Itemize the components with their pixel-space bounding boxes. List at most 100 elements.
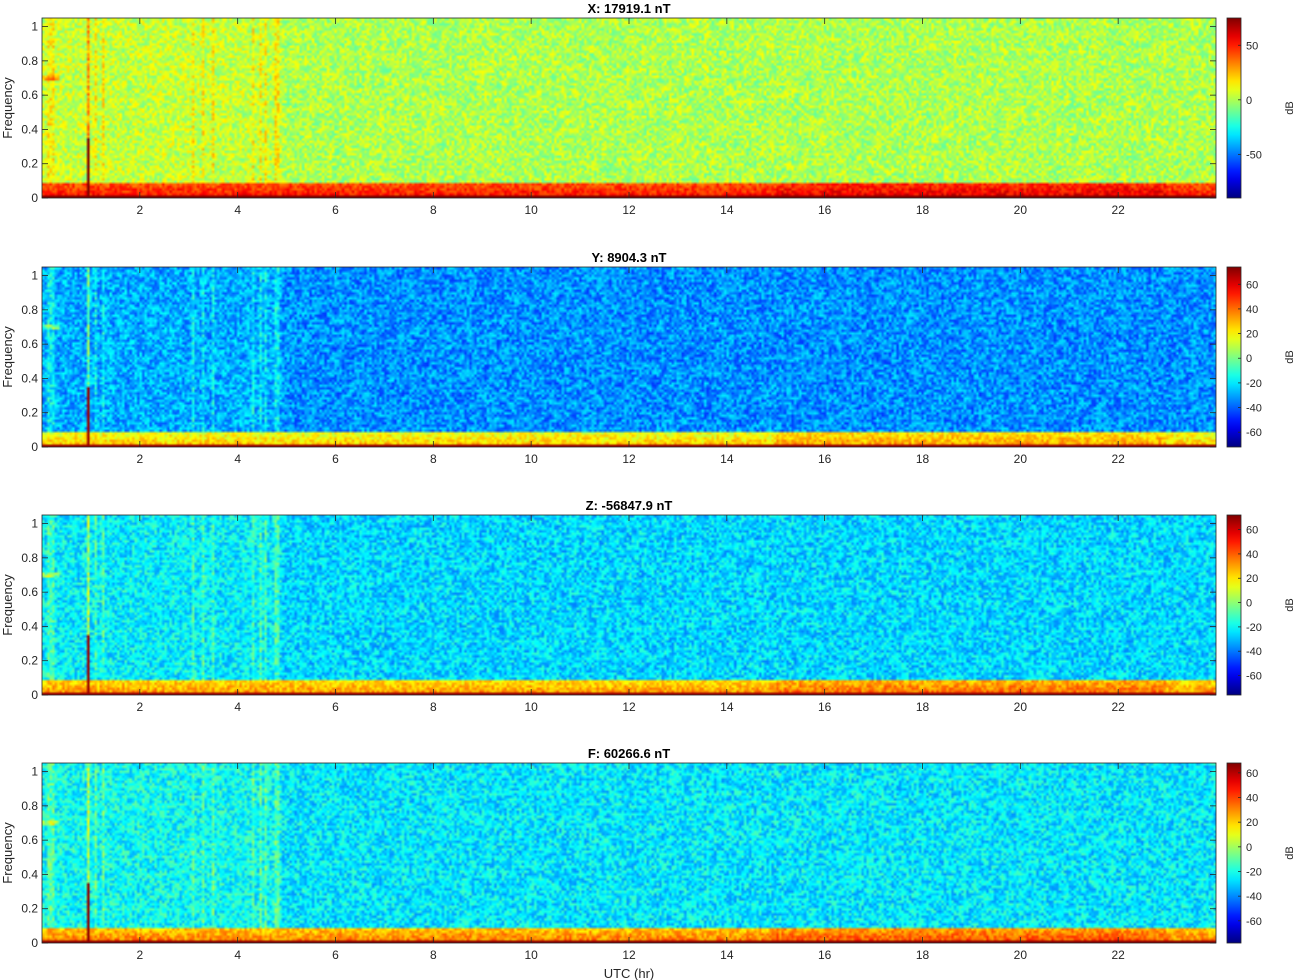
y-tick-label: 0.2 — [21, 902, 38, 916]
x-tick-label: 6 — [332, 700, 339, 714]
colorbar-label: dB — [1284, 101, 1296, 114]
x-tick-label: 8 — [430, 203, 437, 217]
x-tick-label: 12 — [622, 700, 636, 714]
spectrogram-panel: Z: -56847.9 nT2 4 6 8 10 12 14 16 18 20 2200.20.40… — [0, 498, 1296, 714]
panel-title: F: 60266.6 nT — [588, 746, 670, 761]
x-tick-label: 22 — [1111, 700, 1125, 714]
colorbar-tick-label: 0 — [1246, 95, 1252, 107]
y-tick-label: 0.2 — [21, 157, 38, 171]
y-tick-label: 0.4 — [21, 867, 38, 881]
x-tick-label: 16 — [818, 452, 832, 466]
y-tick-label: 1 — [31, 20, 38, 34]
x-tick-label: 4 — [234, 452, 241, 466]
spectrogram-image — [42, 763, 1216, 943]
colorbar-tick-label: 20 — [1246, 573, 1258, 585]
colorbar-tick-label: -20 — [1246, 378, 1262, 390]
spectrogram-panel: F: 60266.6 nT2 4 6 8 10 12 14 16 18 20 2200.20.40.… — [0, 746, 1296, 980]
x-tick-label: 10 — [524, 700, 538, 714]
colorbar-tick-label: -60 — [1246, 427, 1262, 439]
x-tick-label: 8 — [430, 948, 437, 962]
y-tick-label: 0.6 — [21, 585, 38, 599]
x-tick-label: 2 — [136, 948, 143, 962]
colorbar-label: dB — [1284, 846, 1296, 859]
colorbar-tick-label: -20 — [1246, 866, 1262, 878]
y-tick-label: 0.4 — [21, 619, 38, 633]
x-tick-label: 10 — [524, 452, 538, 466]
spectrogram-panel: X: 17919.1 nT2 4 6 8 10 12 14 16 18 20 2200.20.40.… — [0, 1, 1296, 217]
y-tick-label: 0 — [31, 191, 38, 205]
y-tick-label: 1 — [31, 517, 38, 531]
colorbar-tick-label: -60 — [1246, 916, 1262, 928]
spectrogram-image — [42, 18, 1216, 198]
colorbar-tick-label: 40 — [1246, 304, 1258, 316]
x-tick-label: 20 — [1014, 948, 1028, 962]
y-tick-label: 0.2 — [21, 406, 38, 420]
x-tick-label: 8 — [430, 452, 437, 466]
x-tick-label: 4 — [234, 203, 241, 217]
y-axis-label: Frequency — [0, 77, 15, 139]
colorbar-label: dB — [1284, 350, 1296, 363]
y-tick-label: 0.6 — [21, 833, 38, 847]
colorbar-tick-label: 0 — [1246, 842, 1252, 854]
colorbar-tick-label: 20 — [1246, 817, 1258, 829]
spectrogram-image — [42, 267, 1216, 447]
y-tick-label: 0.2 — [21, 654, 38, 668]
colorbar-tick-label: 40 — [1246, 793, 1258, 805]
x-tick-label: 6 — [332, 203, 339, 217]
x-tick-label: 14 — [720, 948, 734, 962]
x-tick-label: 16 — [818, 700, 832, 714]
x-axis-label: UTC (hr) — [604, 966, 655, 980]
colorbar — [1226, 266, 1242, 448]
y-tick-label: 0 — [31, 440, 38, 454]
y-tick-label: 0.6 — [21, 337, 38, 351]
x-tick-label: 22 — [1111, 452, 1125, 466]
y-tick-label: 0.4 — [21, 371, 38, 385]
y-tick-label: 0.8 — [21, 799, 38, 813]
x-tick-label: 16 — [818, 948, 832, 962]
x-tick-label: 2 — [136, 452, 143, 466]
y-tick-label: 0 — [31, 936, 38, 950]
x-tick-label: 16 — [818, 203, 832, 217]
colorbar-tick-label: 60 — [1246, 279, 1258, 291]
y-axis-label: Frequency — [0, 574, 15, 636]
colorbar — [1226, 514, 1242, 696]
x-tick-label: 6 — [332, 948, 339, 962]
y-tick-label: 1 — [31, 765, 38, 779]
colorbar-label: dB — [1284, 598, 1296, 611]
colorbar-tick-label: -20 — [1246, 622, 1262, 634]
colorbar-tick-label: -50 — [1246, 149, 1262, 161]
x-tick-label: 2 — [136, 700, 143, 714]
y-tick-label: 0.4 — [21, 122, 38, 136]
x-tick-label: 14 — [720, 203, 734, 217]
y-tick-label: 0.8 — [21, 54, 38, 68]
x-tick-label: 20 — [1014, 700, 1028, 714]
colorbar-tick-label: -40 — [1246, 403, 1262, 415]
spectrogram-image — [42, 515, 1216, 695]
panel-title: X: 17919.1 nT — [587, 1, 670, 16]
x-tick-label: 22 — [1111, 203, 1125, 217]
colorbar — [1226, 762, 1242, 944]
spectrogram-panel: Y: 8904.3 nT2 4 6 8 10 12 14 16 18 20 2200.20.40.6… — [0, 250, 1296, 466]
panel-title: Y: 8904.3 nT — [592, 250, 667, 265]
x-tick-label: 12 — [622, 948, 636, 962]
x-tick-label: 12 — [622, 452, 636, 466]
y-axis-label: Frequency — [0, 822, 15, 884]
x-tick-label: 12 — [622, 203, 636, 217]
x-tick-label: 6 — [332, 452, 339, 466]
colorbar-tick-label: -60 — [1246, 671, 1262, 683]
colorbar-tick-label: -40 — [1246, 891, 1262, 903]
x-tick-label: 2 — [136, 203, 143, 217]
x-tick-label: 18 — [916, 948, 930, 962]
colorbar — [1226, 17, 1242, 199]
x-tick-label: 4 — [234, 948, 241, 962]
x-tick-label: 4 — [234, 700, 241, 714]
y-tick-label: 0.8 — [21, 551, 38, 565]
x-tick-label: 20 — [1014, 203, 1028, 217]
colorbar-tick-label: 0 — [1246, 353, 1252, 365]
y-tick-label: 0 — [31, 688, 38, 702]
colorbar-tick-label: 50 — [1246, 40, 1258, 52]
colorbar-tick-label: 20 — [1246, 329, 1258, 341]
x-tick-label: 18 — [916, 452, 930, 466]
x-tick-label: 20 — [1014, 452, 1028, 466]
